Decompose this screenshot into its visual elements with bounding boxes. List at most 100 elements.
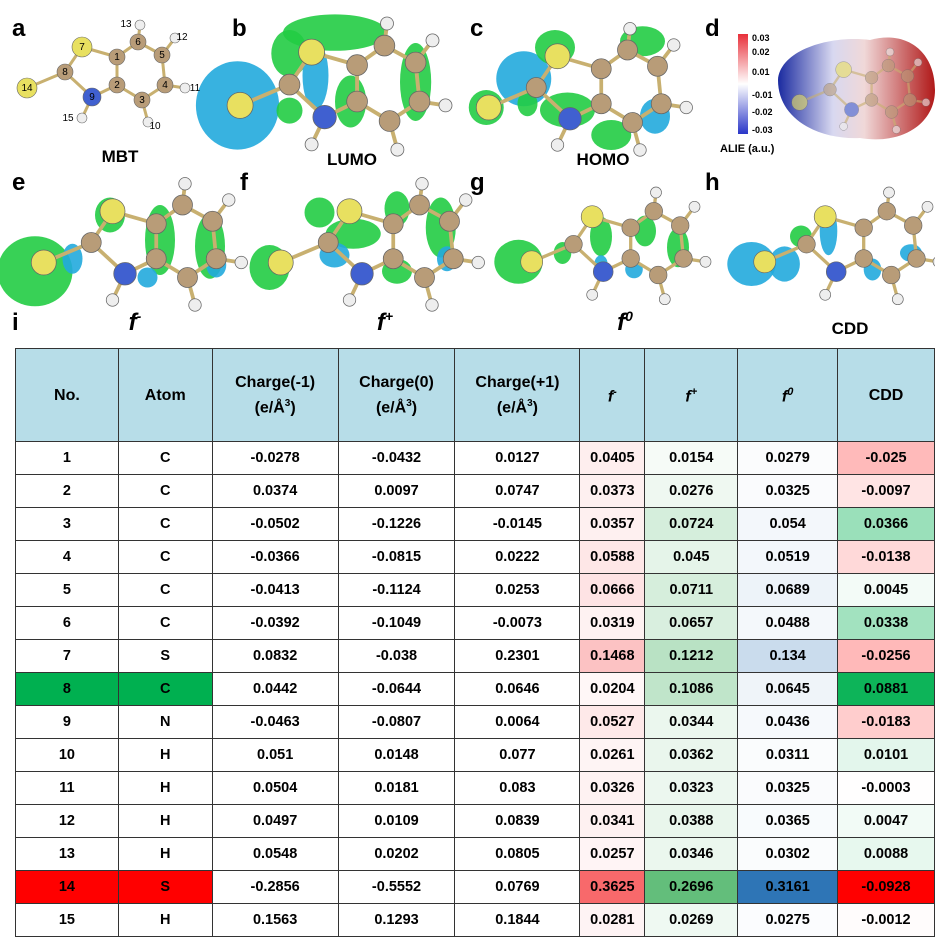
atom bbox=[409, 91, 430, 112]
atom bbox=[521, 251, 543, 273]
atom bbox=[351, 263, 374, 286]
table-cell: 7 bbox=[16, 640, 119, 673]
table-cell: 0.054 bbox=[738, 508, 838, 541]
table-cell: C bbox=[118, 508, 212, 541]
atom-label: 5 bbox=[159, 50, 165, 61]
panel-caption: f+ bbox=[377, 308, 393, 336]
table-cell: 0.0253 bbox=[455, 574, 580, 607]
atom bbox=[904, 217, 922, 235]
atom bbox=[623, 113, 643, 133]
atom bbox=[343, 294, 356, 307]
table-cell: 0.0202 bbox=[338, 838, 455, 871]
table-cell: 0.1468 bbox=[580, 640, 645, 673]
atom bbox=[892, 294, 903, 305]
atom bbox=[206, 249, 226, 269]
table-cell: 0.0365 bbox=[738, 805, 838, 838]
atom bbox=[227, 92, 253, 118]
table-cell: C bbox=[118, 442, 212, 475]
orbital-lobe bbox=[138, 268, 158, 288]
table-cell: 2 bbox=[16, 475, 119, 508]
table-cell: -0.1226 bbox=[338, 508, 455, 541]
atom bbox=[416, 178, 429, 191]
atom bbox=[374, 35, 395, 56]
table-cell: 0.134 bbox=[738, 640, 838, 673]
table-cell: -0.0928 bbox=[838, 871, 935, 904]
table-cell: -0.0463 bbox=[212, 706, 338, 739]
colorbar bbox=[738, 34, 748, 134]
molecule bbox=[17, 20, 190, 127]
table-cell: 0.0047 bbox=[838, 805, 935, 838]
atom bbox=[526, 78, 546, 98]
table-cell: -0.038 bbox=[338, 640, 455, 673]
caption-sup: 0 bbox=[625, 308, 633, 324]
table-cell: 0.0302 bbox=[738, 838, 838, 871]
header-line: ) bbox=[533, 399, 538, 416]
header-text: CDD bbox=[869, 387, 904, 404]
table-cell: 0.0323 bbox=[645, 772, 738, 805]
table-cell: 0.0279 bbox=[738, 442, 838, 475]
table-cell: 1 bbox=[16, 442, 119, 475]
molecule bbox=[727, 187, 935, 305]
atom bbox=[624, 23, 637, 36]
panel-label: g bbox=[470, 169, 485, 196]
atom bbox=[415, 268, 435, 288]
atom bbox=[551, 139, 564, 152]
orbital-lobe bbox=[277, 98, 303, 124]
colorbar-tick: -0.01 bbox=[752, 90, 773, 100]
table-cell: 0.0338 bbox=[838, 607, 935, 640]
atom bbox=[439, 99, 452, 112]
table-cell: 0.0154 bbox=[645, 442, 738, 475]
table-cell: 0.1212 bbox=[645, 640, 738, 673]
atom-label: 9 bbox=[89, 92, 95, 103]
atom bbox=[268, 250, 293, 275]
table-cell: 0.0276 bbox=[645, 475, 738, 508]
table-cell: -0.0815 bbox=[338, 541, 455, 574]
table-cell: 0.1844 bbox=[455, 904, 580, 937]
atom bbox=[581, 206, 603, 228]
table-cell: S bbox=[118, 871, 212, 904]
header-text: No. bbox=[54, 387, 80, 404]
header-cell: Atom bbox=[118, 349, 212, 442]
atom-label: 1 bbox=[114, 52, 120, 63]
table-cell: 11 bbox=[16, 772, 119, 805]
atom bbox=[884, 187, 895, 198]
table-cell: 0.0045 bbox=[838, 574, 935, 607]
molecule bbox=[494, 187, 711, 305]
table-cell: 0.0148 bbox=[338, 739, 455, 772]
table-cell: 0.0689 bbox=[738, 574, 838, 607]
header-line: Charge(+1) bbox=[475, 374, 559, 391]
table-cell: 15 bbox=[16, 904, 119, 937]
table-cell: -0.0644 bbox=[338, 673, 455, 706]
atom bbox=[798, 235, 816, 253]
table-cell: 0.083 bbox=[455, 772, 580, 805]
table-cell: -0.1049 bbox=[338, 607, 455, 640]
table-cell: -0.1124 bbox=[338, 574, 455, 607]
atom bbox=[313, 105, 336, 128]
table-cell: C bbox=[118, 574, 212, 607]
table-cell: 0.0747 bbox=[455, 475, 580, 508]
table-cell: -0.0807 bbox=[338, 706, 455, 739]
atom bbox=[826, 262, 846, 282]
colorbar-tick: 0.02 bbox=[752, 47, 770, 57]
atom bbox=[203, 211, 223, 231]
header-text: Atom bbox=[145, 387, 186, 404]
atom bbox=[114, 263, 137, 286]
table-cell: -0.5552 bbox=[338, 871, 455, 904]
panel-caption: MBT bbox=[102, 147, 139, 166]
header-sup: 0 bbox=[787, 386, 793, 398]
table-cell: 0.077 bbox=[455, 739, 580, 772]
atom bbox=[545, 44, 570, 69]
atom bbox=[634, 144, 647, 157]
atom bbox=[77, 113, 87, 123]
atom bbox=[106, 294, 119, 307]
atom bbox=[649, 266, 667, 284]
table-cell: 0.3161 bbox=[738, 871, 838, 904]
atom-label: 11 bbox=[190, 83, 201, 94]
table-cell: C bbox=[118, 541, 212, 574]
atom-label: 2 bbox=[114, 80, 120, 91]
atom bbox=[922, 201, 933, 212]
table-cell: 0.051 bbox=[212, 739, 338, 772]
